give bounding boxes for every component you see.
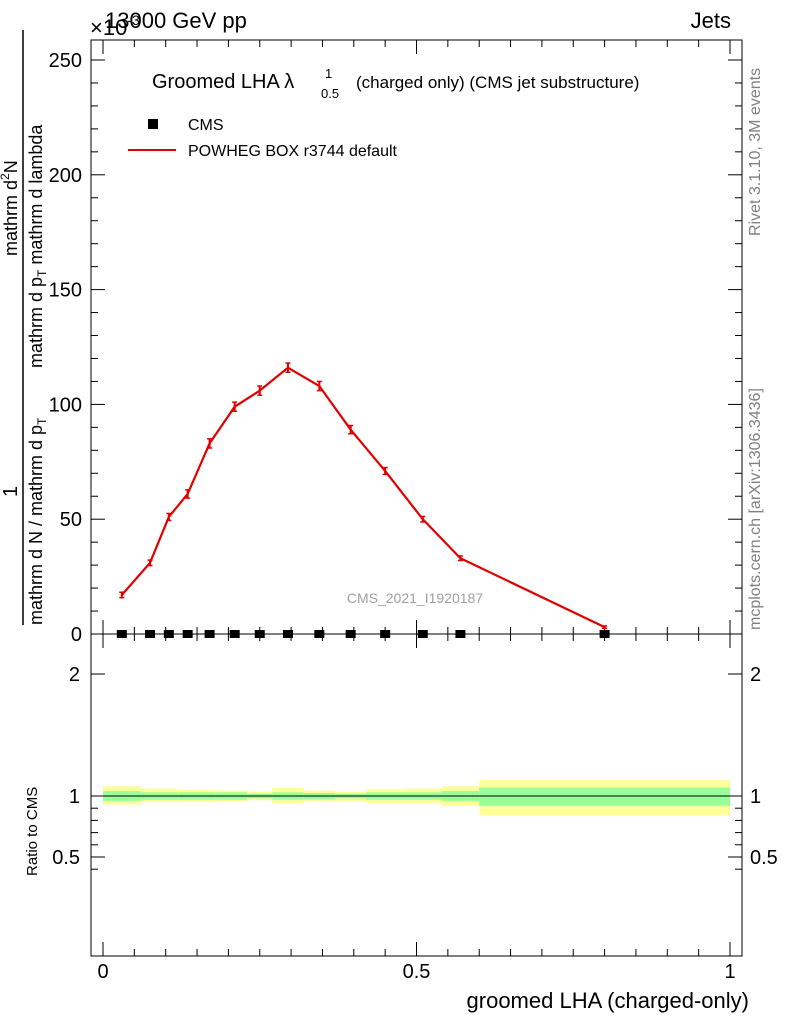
legend-label-cms: CMS <box>188 117 224 134</box>
ratio-inner-band <box>479 787 730 806</box>
ylabel-numerator-2: mathrm d2N <box>0 160 21 256</box>
plot-title-suffix: (charged only) (CMS jet substructure) <box>356 73 639 92</box>
watermark: CMS_2021_I1920187 <box>347 590 483 606</box>
ratio-y-axis-label: Ratio to CMS <box>24 787 41 876</box>
main-y-axis-label: 1 mathrm d N / mathrm d pT mathrm d2N ma… <box>0 30 49 625</box>
legend: CMS POWHEG BOX r3744 default <box>128 117 398 160</box>
plot-title-subscript: 0.5 <box>321 86 339 101</box>
legend-label-mc: POWHEG BOX r3744 default <box>188 143 398 160</box>
mc-series <box>119 362 608 630</box>
main-plot-panel: 0 50 100 150 200 250 CMS_2021_I1920187 <box>49 39 743 646</box>
x-tick-label: 1 <box>724 961 735 983</box>
main-y-tick-label: 200 <box>49 165 82 187</box>
ylabel-denominator: mathrm d N / mathrm d pT <box>26 417 49 625</box>
ratio-y-tick-label-right: 1 <box>750 786 761 808</box>
mc-curve <box>120 366 606 629</box>
ratio-y-tick-label-left: 0.5 <box>52 847 80 869</box>
ratio-uncertainty-bands <box>103 780 730 816</box>
ratio-y-tick-label-right: 0.5 <box>750 847 778 869</box>
x-tick-label: 0 <box>97 961 108 983</box>
ratio-y-tick-label-right: 2 <box>750 664 761 686</box>
header-energy: 13000 GeV pp <box>105 8 247 33</box>
rivet-version-label: Rivet 3.1.10, 3M events <box>747 68 764 236</box>
ratio-x-axis: 0 0.5 1 <box>97 634 736 983</box>
header-process: Jets <box>691 8 731 33</box>
header-exponent: ×10-3 <box>90 12 140 40</box>
main-y-tick-label: 250 <box>49 50 82 72</box>
ratio-y-tick-label-left: 1 <box>69 786 80 808</box>
main-y-tick-label: 0 <box>71 624 82 646</box>
x-axis-label: groomed LHA (charged-only) <box>467 988 749 1013</box>
legend-marker-cms <box>148 119 158 129</box>
main-y-tick-label: 50 <box>60 509 82 531</box>
plot-title-superscript: 1 <box>325 66 332 81</box>
ylabel-denominator-2: mathrm d pT mathrm d lambda <box>26 124 49 368</box>
ratio-y-tick-label-left: 2 <box>69 664 80 686</box>
ratio-y-axis: 0.5 0.5 1 1 2 2 <box>52 664 778 870</box>
main-y-tick-label: 100 <box>49 394 82 416</box>
main-y-tick-label: 150 <box>49 280 82 302</box>
ylabel-numerator-1: 1 <box>0 486 22 497</box>
main-y-axis: 0 50 100 150 200 250 <box>49 50 742 646</box>
plot-title: Groomed LHA λ <box>152 71 294 93</box>
x-tick-label: 0.5 <box>403 961 431 983</box>
ratio-plot-panel: 0.5 0.51 12 2 0 0.5 1 <box>52 633 778 983</box>
mcplots-label: mcplots.cern.ch [arXiv:1306.3436] <box>747 388 764 630</box>
